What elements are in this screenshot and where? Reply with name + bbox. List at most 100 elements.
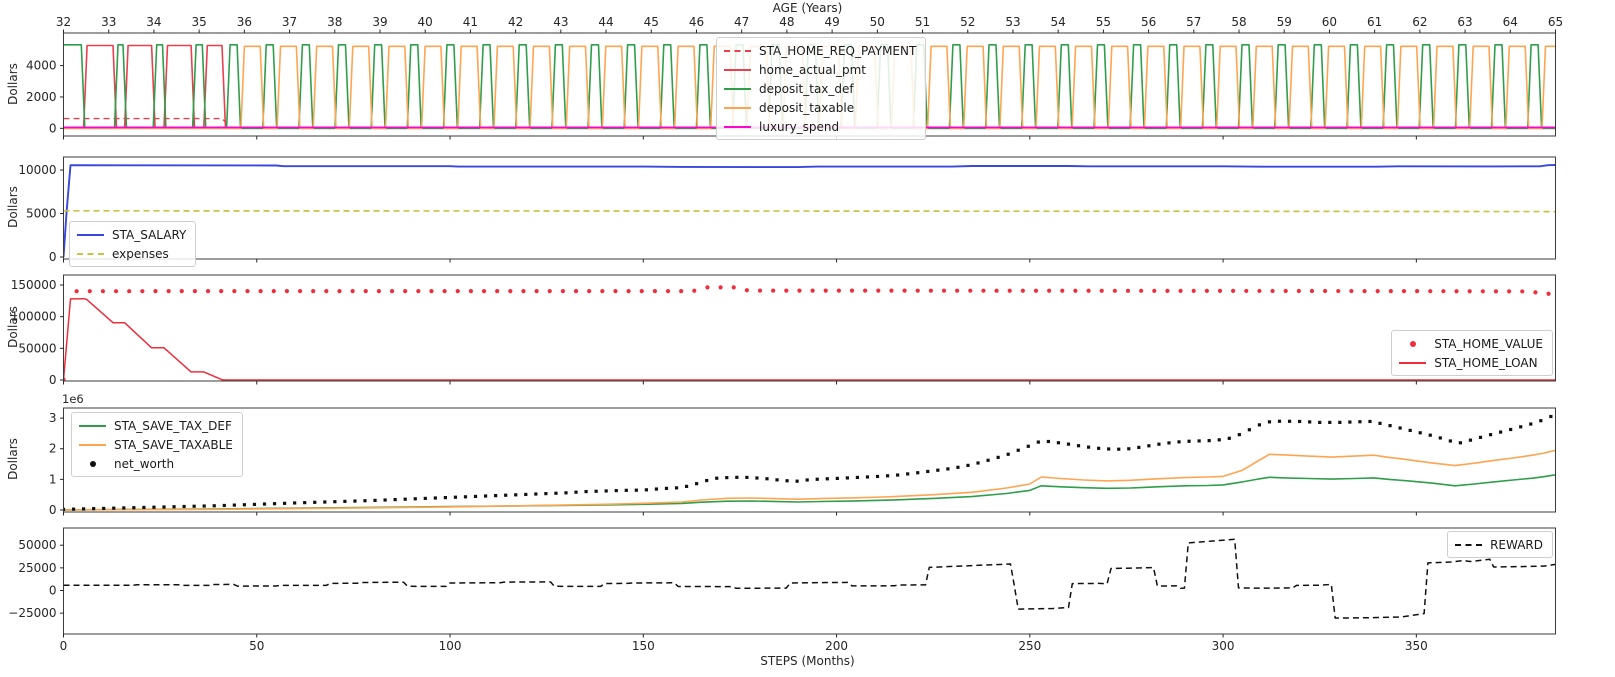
marker-STA_HOME_VALUE bbox=[140, 289, 145, 294]
marker-net_worth bbox=[81, 507, 86, 511]
marker-STA_HOME_VALUE bbox=[350, 288, 355, 294]
marker-net_worth bbox=[715, 476, 719, 480]
marker-net_worth bbox=[815, 477, 819, 481]
marker-net_worth bbox=[966, 463, 970, 467]
marker-net_worth bbox=[1137, 445, 1141, 449]
marker-net_worth bbox=[916, 471, 920, 475]
marker-STA_HOME_VALUE bbox=[1480, 289, 1485, 294]
marker-net_worth bbox=[1408, 428, 1412, 433]
marker-STA_HOME_VALUE bbox=[705, 285, 710, 290]
marker-net_worth bbox=[1499, 430, 1503, 434]
marker-STA_HOME_VALUE bbox=[1047, 288, 1052, 293]
marker-net_worth bbox=[705, 478, 709, 483]
age-tick-label: 45 bbox=[644, 15, 659, 29]
marker-net_worth bbox=[1529, 422, 1533, 426]
x-tick-label: 0 bbox=[60, 639, 68, 653]
legend-item-net_worth: net_worth bbox=[79, 454, 233, 473]
marker-STA_HOME_VALUE bbox=[468, 289, 474, 294]
marker-STA_HOME_VALUE bbox=[1375, 289, 1380, 294]
marker-STA_HOME_VALUE bbox=[1165, 288, 1170, 293]
marker-net_worth bbox=[1227, 436, 1231, 440]
marker-net_worth bbox=[664, 486, 669, 490]
marker-net_worth bbox=[1388, 424, 1392, 428]
marker-net_worth bbox=[735, 475, 739, 479]
marker-net_worth bbox=[1016, 448, 1020, 452]
marker-net_worth bbox=[212, 504, 216, 508]
marker-STA_HOME_VALUE bbox=[376, 289, 382, 294]
marker-net_worth bbox=[805, 478, 809, 482]
legend-item-deposit_taxable: deposit_taxable bbox=[724, 98, 916, 117]
marker-net_worth bbox=[885, 474, 890, 478]
y-tick-label: 5000 bbox=[26, 207, 57, 221]
marker-net_worth bbox=[1438, 436, 1442, 440]
plot-area-savings-and-net-worth bbox=[63, 414, 1556, 511]
y-tick-label: 0 bbox=[49, 250, 57, 264]
marker-STA_HOME_VALUE bbox=[810, 288, 815, 293]
marker-net_worth bbox=[1277, 419, 1282, 423]
marker-net_worth bbox=[1488, 433, 1493, 437]
marker-net_worth bbox=[504, 493, 508, 497]
age-tick-label: 47 bbox=[734, 15, 749, 29]
marker-net_worth bbox=[875, 474, 880, 479]
marker-net_worth bbox=[1177, 440, 1181, 444]
marker-STA_HOME_VALUE bbox=[1323, 288, 1328, 294]
marker-STA_HOME_VALUE bbox=[481, 289, 487, 294]
marker-STA_HOME_VALUE bbox=[955, 288, 960, 293]
marker-net_worth bbox=[1549, 414, 1553, 419]
marker-STA_HOME_VALUE bbox=[902, 288, 907, 293]
marker-net_worth bbox=[152, 505, 156, 509]
marker-STA_HOME_VALUE bbox=[1231, 288, 1236, 294]
legend-home-value-and-loan: STA_HOME_VALUE STA_HOME_LOAN bbox=[1391, 330, 1553, 376]
marker-net_worth bbox=[272, 502, 277, 506]
marker-STA_HOME_VALUE bbox=[153, 289, 158, 294]
marker-net_worth bbox=[1338, 420, 1342, 424]
series-REWARD bbox=[63, 538, 1556, 619]
marker-net_worth bbox=[423, 496, 427, 501]
x-tick-label: 100 bbox=[439, 639, 462, 653]
marker-STA_HOME_VALUE bbox=[455, 289, 460, 294]
legend-marker-icon bbox=[79, 460, 106, 467]
marker-net_worth bbox=[795, 479, 799, 483]
marker-net_worth bbox=[172, 505, 176, 509]
series-STA_HOME_LOAN bbox=[63, 297, 1556, 381]
age-tick-label: 35 bbox=[191, 15, 206, 29]
marker-STA_HOME_VALUE bbox=[179, 289, 184, 294]
y-tick-label: 1 bbox=[49, 472, 57, 486]
legend-label: home_actual_pmt bbox=[759, 62, 866, 77]
legend-item-STA_SAVE_TAX_DEF: STA_SAVE_TAX_DEF bbox=[79, 416, 233, 435]
marker-net_worth bbox=[755, 476, 759, 480]
marker-STA_HOME_VALUE bbox=[113, 289, 119, 294]
marker-STA_HOME_VALUE bbox=[232, 289, 237, 294]
age-tick-label: 48 bbox=[779, 15, 794, 29]
marker-STA_HOME_VALUE bbox=[797, 288, 802, 293]
axis-offset-1e6: 1e6 bbox=[62, 392, 84, 406]
marker-STA_HOME_VALUE bbox=[626, 289, 631, 294]
x-tick-label: 350 bbox=[1405, 639, 1428, 653]
age-tick-label: 51 bbox=[915, 15, 930, 29]
marker-STA_HOME_VALUE bbox=[324, 288, 329, 294]
marker-net_worth bbox=[1358, 420, 1362, 424]
marker-STA_HOME_VALUE bbox=[1362, 288, 1367, 294]
age-tick-label: 44 bbox=[598, 15, 613, 29]
plot-frame-savings-and-net-worth bbox=[63, 407, 1556, 513]
marker-STA_HOME_VALUE bbox=[1152, 288, 1157, 293]
marker-net_worth bbox=[1217, 438, 1221, 442]
legend-line-icon bbox=[724, 68, 751, 71]
marker-net_worth bbox=[835, 476, 839, 480]
marker-net_worth bbox=[926, 469, 930, 474]
marker-net_worth bbox=[725, 476, 729, 480]
legend-income-vs-expenses: STA_SALARY expenses bbox=[69, 221, 197, 267]
marker-net_worth bbox=[644, 488, 648, 492]
marker-STA_HOME_VALUE bbox=[1270, 288, 1275, 294]
marker-net_worth bbox=[986, 458, 990, 462]
age-tick-label: 33 bbox=[101, 15, 116, 29]
marker-net_worth bbox=[1046, 439, 1050, 444]
marker-STA_HOME_VALUE bbox=[876, 288, 881, 293]
age-tick-label: 57 bbox=[1186, 15, 1201, 29]
legend-item-deposit_tax_def: deposit_tax_def bbox=[724, 79, 916, 98]
marker-net_worth bbox=[333, 500, 337, 504]
marker-net_worth bbox=[403, 497, 407, 501]
marker-STA_HOME_VALUE bbox=[928, 288, 933, 293]
marker-net_worth bbox=[906, 472, 910, 476]
